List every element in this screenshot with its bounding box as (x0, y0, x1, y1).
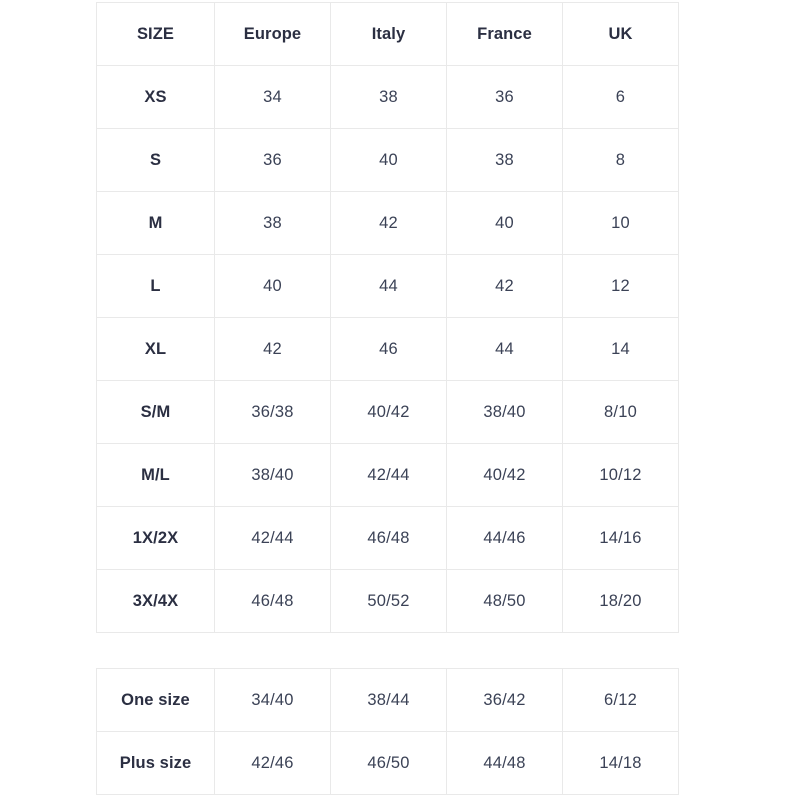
cell-uk: 8/10 (562, 380, 679, 444)
row-size-label: One size (96, 668, 215, 732)
row-size-label: XS (96, 65, 215, 129)
cell-uk: 10/12 (562, 443, 679, 507)
main-size-table: SIZE Europe Italy France UK XS 34 38 36 … (96, 2, 679, 633)
cell-italy: 50/52 (330, 569, 447, 633)
cell-europe: 34/40 (214, 668, 331, 732)
column-header-uk: UK (562, 2, 679, 66)
cell-italy: 44 (330, 254, 447, 318)
column-header-france: France (446, 2, 563, 66)
table-row: M/L 38/40 42/44 40/42 10/12 (96, 443, 679, 507)
cell-europe: 42/46 (214, 731, 331, 795)
table-row: XS 34 38 36 6 (96, 65, 679, 129)
table-row: S/M 36/38 40/42 38/40 8/10 (96, 380, 679, 444)
cell-italy: 38 (330, 65, 447, 129)
cell-italy: 40/42 (330, 380, 447, 444)
cell-uk: 14 (562, 317, 679, 381)
cell-europe: 42 (214, 317, 331, 381)
column-header-europe: Europe (214, 2, 331, 66)
row-size-label: 1X/2X (96, 506, 215, 570)
cell-europe: 38 (214, 191, 331, 255)
secondary-size-table: One size 34/40 38/44 36/42 6/12 Plus siz… (96, 668, 679, 795)
cell-europe: 46/48 (214, 569, 331, 633)
row-size-label: XL (96, 317, 215, 381)
table-row: Plus size 42/46 46/50 44/48 14/18 (96, 731, 679, 795)
cell-france: 42 (446, 254, 563, 318)
cell-france: 44/46 (446, 506, 563, 570)
cell-europe: 36 (214, 128, 331, 192)
column-header-size: SIZE (96, 2, 215, 66)
cell-france: 44 (446, 317, 563, 381)
table-row: M 38 42 40 10 (96, 191, 679, 255)
cell-uk: 18/20 (562, 569, 679, 633)
table-row: S 36 40 38 8 (96, 128, 679, 192)
cell-uk: 6 (562, 65, 679, 129)
cell-italy: 42/44 (330, 443, 447, 507)
cell-uk: 12 (562, 254, 679, 318)
main-table-header: SIZE Europe Italy France UK (96, 2, 679, 66)
cell-italy: 46/50 (330, 731, 447, 795)
cell-france: 38 (446, 128, 563, 192)
row-size-label: M/L (96, 443, 215, 507)
cell-france: 40/42 (446, 443, 563, 507)
cell-france: 44/48 (446, 731, 563, 795)
secondary-table-body: One size 34/40 38/44 36/42 6/12 Plus siz… (96, 668, 679, 795)
table-row: One size 34/40 38/44 36/42 6/12 (96, 668, 679, 732)
column-header-italy: Italy (330, 2, 447, 66)
cell-italy: 40 (330, 128, 447, 192)
cell-france: 36 (446, 65, 563, 129)
cell-uk: 14/16 (562, 506, 679, 570)
cell-italy: 46/48 (330, 506, 447, 570)
main-table-body: XS 34 38 36 6 S 36 40 38 8 M 38 42 40 10 (96, 65, 679, 633)
table-row: 3X/4X 46/48 50/52 48/50 18/20 (96, 569, 679, 633)
cell-italy: 42 (330, 191, 447, 255)
table-header-row: SIZE Europe Italy France UK (96, 2, 679, 66)
table-row: 1X/2X 42/44 46/48 44/46 14/16 (96, 506, 679, 570)
cell-france: 38/40 (446, 380, 563, 444)
cell-europe: 36/38 (214, 380, 331, 444)
row-size-label: L (96, 254, 215, 318)
cell-italy: 46 (330, 317, 447, 381)
table-row: L 40 44 42 12 (96, 254, 679, 318)
cell-uk: 8 (562, 128, 679, 192)
cell-europe: 34 (214, 65, 331, 129)
cell-uk: 6/12 (562, 668, 679, 732)
row-size-label: S (96, 128, 215, 192)
table-row: XL 42 46 44 14 (96, 317, 679, 381)
row-size-label: S/M (96, 380, 215, 444)
row-size-label: 3X/4X (96, 569, 215, 633)
cell-uk: 10 (562, 191, 679, 255)
cell-uk: 14/18 (562, 731, 679, 795)
cell-europe: 38/40 (214, 443, 331, 507)
row-size-label: Plus size (96, 731, 215, 795)
row-size-label: M (96, 191, 215, 255)
cell-italy: 38/44 (330, 668, 447, 732)
size-chart-container: SIZE Europe Italy France UK XS 34 38 36 … (96, 2, 679, 795)
cell-france: 40 (446, 191, 563, 255)
table-separator-gap (96, 633, 678, 668)
cell-france: 48/50 (446, 569, 563, 633)
cell-france: 36/42 (446, 668, 563, 732)
cell-europe: 42/44 (214, 506, 331, 570)
cell-europe: 40 (214, 254, 331, 318)
